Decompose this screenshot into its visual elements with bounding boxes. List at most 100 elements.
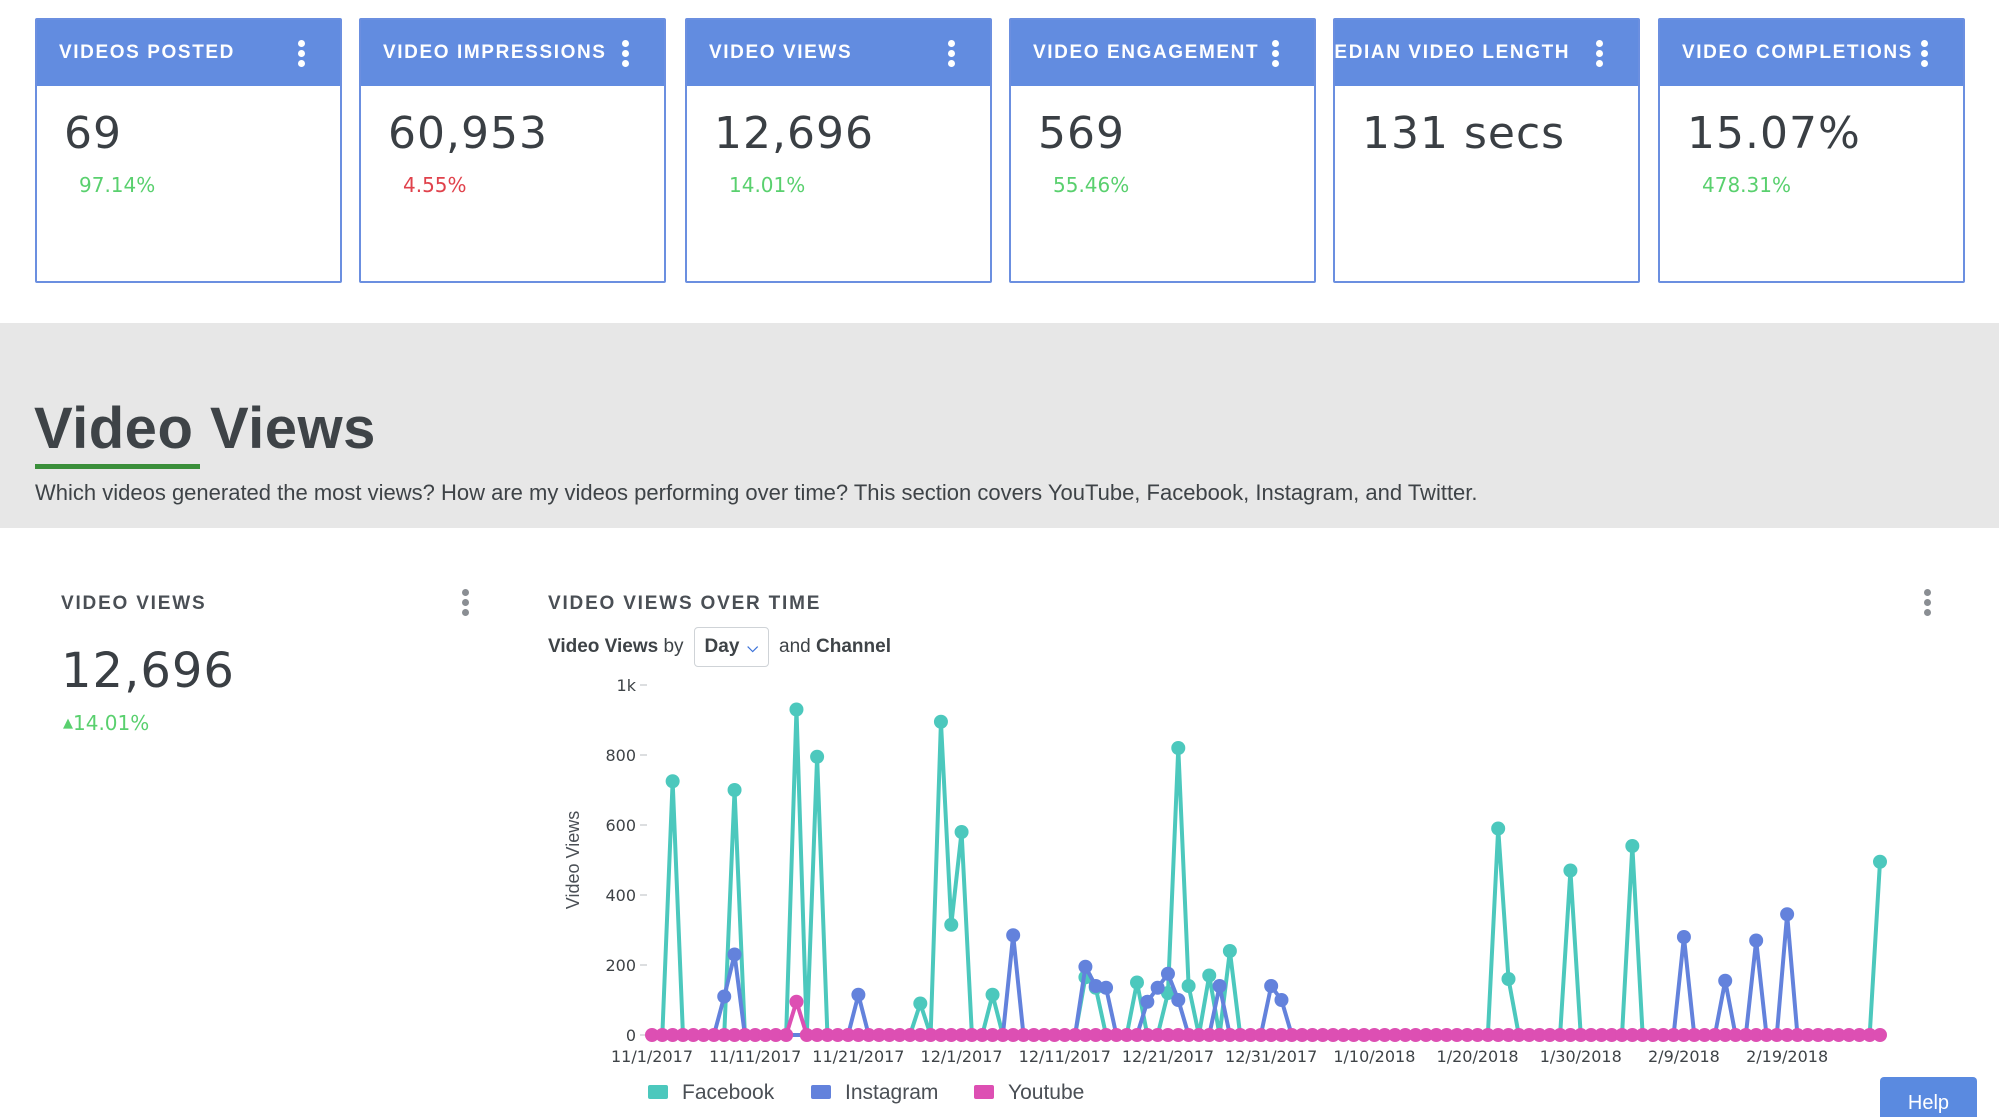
y-tick-label: 800 [605, 746, 636, 765]
kpi-value: 569 [1038, 108, 1314, 159]
granularity-value: Day [705, 636, 740, 658]
section-banner: Video Views Which videos generated the m… [0, 323, 1999, 528]
x-tick-label: 11/21/2017 [812, 1047, 904, 1066]
video-views-change: ▲14.01% [63, 711, 149, 735]
kpi-change: 478.31% [1702, 173, 1963, 197]
kebab-menu-icon[interactable] [1596, 40, 1604, 68]
kpi-card-video-engagement[interactable]: VIDEO ENGAGEMENT 569 55.46% [1009, 18, 1316, 283]
data-point-facebook [955, 825, 969, 839]
x-tick-label: 11/1/2017 [611, 1047, 693, 1066]
data-point-facebook [1502, 972, 1516, 986]
kpi-card-video-impressions[interactable]: VIDEO IMPRESSIONS 60,953 4.55% [359, 18, 666, 283]
y-tick-label: 200 [605, 956, 636, 975]
data-point-instagram [1140, 995, 1154, 1009]
kpi-card-videos-posted[interactable]: VIDEOS POSTED 69 97.14% [35, 18, 342, 283]
kpi-header: VIDEO IMPRESSIONS [361, 20, 664, 86]
x-tick-label: 1/30/2018 [1540, 1047, 1622, 1066]
kpi-header: MEDIAN VIDEO LENGTH [1335, 20, 1638, 86]
data-point-facebook [913, 997, 927, 1011]
kpi-value: 131 secs [1362, 108, 1638, 159]
data-point-instagram [1780, 907, 1794, 921]
kpi-value: 69 [64, 108, 340, 159]
kpi-change: 97.14% [79, 173, 340, 197]
y-tick-label: 0 [626, 1026, 636, 1045]
data-point-instagram [1677, 930, 1691, 944]
data-point-youtube [779, 1028, 793, 1042]
data-point-instagram [1006, 928, 1020, 942]
kebab-menu-icon[interactable] [462, 589, 470, 619]
data-point-facebook [810, 750, 824, 764]
kebab-menu-icon[interactable] [1921, 40, 1929, 68]
data-point-facebook [1202, 969, 1216, 983]
data-point-youtube [789, 995, 803, 1009]
data-point-instagram [728, 948, 742, 962]
chevron-down-icon: ⌵ [747, 639, 758, 656]
help-button[interactable]: Help [1880, 1077, 1977, 1117]
y-axis-label: Video Views [563, 811, 583, 909]
data-point-facebook [1223, 944, 1237, 958]
kpi-card-median-video-length[interactable]: MEDIAN VIDEO LENGTH 131 secs [1333, 18, 1640, 283]
data-point-facebook [1563, 864, 1577, 878]
channel-label: Channel [816, 636, 891, 658]
data-point-facebook [1873, 855, 1887, 869]
section-title-underline [35, 464, 200, 469]
data-point-facebook [666, 774, 680, 788]
data-point-facebook [1171, 741, 1185, 755]
kpi-change: 14.01% [729, 173, 990, 197]
x-tick-label: 1/10/2018 [1333, 1047, 1415, 1066]
kebab-menu-icon[interactable] [948, 40, 956, 68]
kpi-header: VIDEO ENGAGEMENT [1011, 20, 1314, 86]
x-tick-label: 2/19/2018 [1746, 1047, 1828, 1066]
kpi-title: VIDEO IMPRESSIONS [383, 42, 607, 64]
kpi-value: 15.07% [1687, 108, 1963, 159]
granularity-dropdown[interactable]: Day ⌵ [694, 627, 769, 667]
kpi-card-video-completions[interactable]: VIDEO COMPLETIONS 15.07% 478.31% [1658, 18, 1965, 283]
data-point-instagram [717, 990, 731, 1004]
kpi-card-video-views[interactable]: VIDEO VIEWS 12,696 14.01% [685, 18, 992, 283]
x-tick-label: 11/11/2017 [709, 1047, 801, 1066]
kpi-row: VIDEOS POSTED 69 97.14% VIDEO IMPRESSION… [35, 18, 1965, 283]
kebab-menu-icon[interactable] [1272, 40, 1280, 68]
data-point-facebook [1130, 976, 1144, 990]
x-tick-label: 12/31/2017 [1225, 1047, 1317, 1066]
data-point-instagram [1264, 979, 1278, 993]
metric-label: Video Views [548, 636, 658, 658]
legend-label-youtube: Youtube [1008, 1081, 1084, 1104]
kpi-title: VIDEO ENGAGEMENT [1033, 42, 1259, 64]
data-point-instagram [1213, 979, 1227, 993]
series-line-instagram [652, 914, 1880, 1035]
data-point-instagram [1718, 974, 1732, 988]
kebab-menu-icon[interactable] [1924, 589, 1932, 619]
data-point-facebook [1491, 822, 1505, 836]
kpi-header: VIDEO VIEWS [687, 20, 990, 86]
legend-swatch-instagram [811, 1085, 831, 1099]
x-tick-label: 1/20/2018 [1437, 1047, 1519, 1066]
up-arrow-icon: ▲ [63, 716, 73, 731]
data-point-facebook [986, 988, 1000, 1002]
by-label: by [663, 636, 683, 658]
x-tick-label: 12/11/2017 [1019, 1047, 1111, 1066]
kpi-title: MEDIAN VIDEO LENGTH [1335, 42, 1570, 64]
kpi-title: VIDEO VIEWS [709, 42, 852, 64]
data-point-instagram [851, 988, 865, 1002]
kebab-menu-icon[interactable] [298, 40, 306, 68]
kpi-header: VIDEOS POSTED [37, 20, 340, 86]
legend-swatch-facebook [648, 1085, 668, 1099]
legend-label-facebook: Facebook [682, 1081, 775, 1104]
y-tick-label: 1k [617, 676, 637, 695]
kebab-menu-icon[interactable] [622, 40, 630, 68]
data-point-facebook [1625, 839, 1639, 853]
kpi-value: 12,696 [714, 108, 990, 159]
video-views-line-chart: 0 200 400 600 800 1k Video Views 11/1/2017 11/11… [540, 665, 1960, 1105]
data-point-instagram [1151, 981, 1165, 995]
data-point-facebook [944, 918, 958, 932]
x-tick-label: 12/1/2017 [921, 1047, 1003, 1066]
data-point-instagram [1099, 981, 1113, 995]
kpi-header: VIDEO COMPLETIONS [1660, 20, 1963, 86]
y-tick-label: 400 [605, 886, 636, 905]
data-point-instagram [1161, 967, 1175, 981]
data-point-facebook [1182, 979, 1196, 993]
y-tick-label: 600 [605, 816, 636, 835]
chart-controls: Video Views by Day ⌵ and Channel [548, 627, 891, 667]
data-point-instagram [1274, 993, 1288, 1007]
